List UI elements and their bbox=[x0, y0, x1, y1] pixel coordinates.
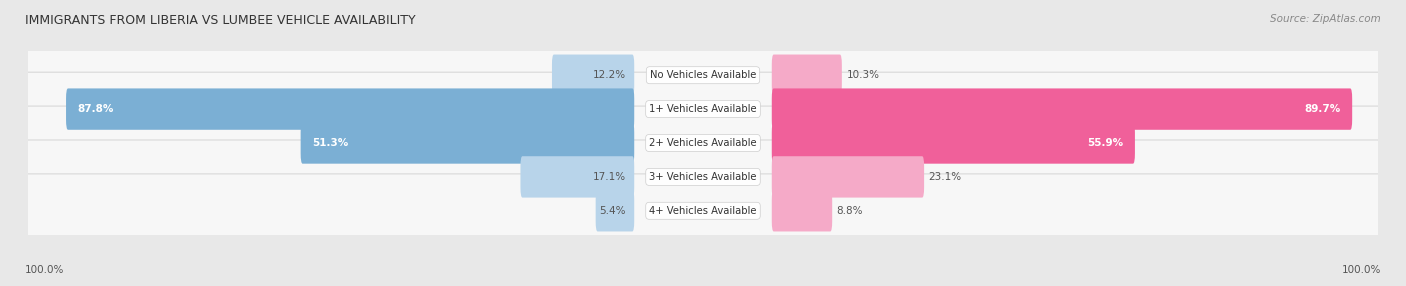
FancyBboxPatch shape bbox=[25, 38, 1381, 112]
Text: 89.7%: 89.7% bbox=[1305, 104, 1340, 114]
FancyBboxPatch shape bbox=[772, 122, 1135, 164]
Text: Source: ZipAtlas.com: Source: ZipAtlas.com bbox=[1270, 14, 1381, 24]
FancyBboxPatch shape bbox=[772, 55, 842, 96]
FancyBboxPatch shape bbox=[66, 88, 634, 130]
Text: 8.8%: 8.8% bbox=[837, 206, 863, 216]
Text: 100.0%: 100.0% bbox=[1341, 265, 1381, 275]
Text: 3+ Vehicles Available: 3+ Vehicles Available bbox=[650, 172, 756, 182]
FancyBboxPatch shape bbox=[772, 156, 924, 198]
Text: 1+ Vehicles Available: 1+ Vehicles Available bbox=[650, 104, 756, 114]
Text: No Vehicles Available: No Vehicles Available bbox=[650, 70, 756, 80]
Text: 55.9%: 55.9% bbox=[1087, 138, 1123, 148]
FancyBboxPatch shape bbox=[25, 72, 1381, 146]
FancyBboxPatch shape bbox=[553, 55, 634, 96]
Text: 51.3%: 51.3% bbox=[312, 138, 349, 148]
Text: 4+ Vehicles Available: 4+ Vehicles Available bbox=[650, 206, 756, 216]
Text: 23.1%: 23.1% bbox=[928, 172, 962, 182]
FancyBboxPatch shape bbox=[25, 174, 1381, 248]
Text: IMMIGRANTS FROM LIBERIA VS LUMBEE VEHICLE AVAILABILITY: IMMIGRANTS FROM LIBERIA VS LUMBEE VEHICL… bbox=[25, 14, 416, 27]
FancyBboxPatch shape bbox=[596, 190, 634, 231]
FancyBboxPatch shape bbox=[301, 122, 634, 164]
Text: 100.0%: 100.0% bbox=[25, 265, 65, 275]
Text: 12.2%: 12.2% bbox=[593, 70, 626, 80]
FancyBboxPatch shape bbox=[25, 106, 1381, 180]
FancyBboxPatch shape bbox=[772, 190, 832, 231]
Text: 2+ Vehicles Available: 2+ Vehicles Available bbox=[650, 138, 756, 148]
Text: 10.3%: 10.3% bbox=[846, 70, 879, 80]
Text: 17.1%: 17.1% bbox=[593, 172, 626, 182]
Text: 87.8%: 87.8% bbox=[77, 104, 114, 114]
FancyBboxPatch shape bbox=[520, 156, 634, 198]
Text: 5.4%: 5.4% bbox=[599, 206, 626, 216]
FancyBboxPatch shape bbox=[25, 140, 1381, 214]
FancyBboxPatch shape bbox=[772, 88, 1353, 130]
